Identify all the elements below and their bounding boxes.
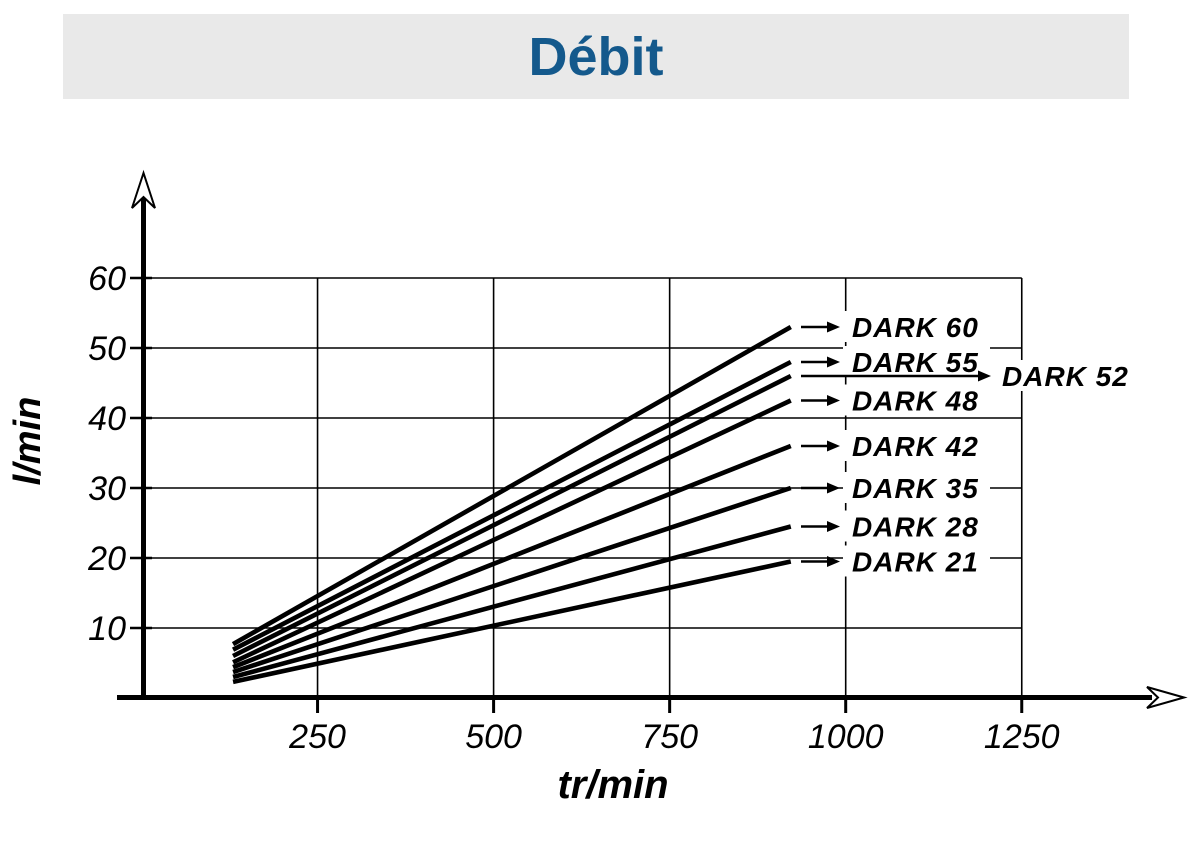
series-label-dark-21: DARK 21 bbox=[852, 547, 979, 578]
x-axis-title: tr/min bbox=[557, 763, 668, 807]
title-banner: Débit bbox=[63, 14, 1129, 99]
series-label-dark-42: DARK 42 bbox=[852, 431, 979, 462]
y-tick-label-60: 60 bbox=[88, 260, 126, 298]
y-tick-label-20: 20 bbox=[87, 540, 126, 578]
x-axis-arrow-icon bbox=[1146, 686, 1188, 709]
label-arrowhead-icon bbox=[827, 556, 840, 567]
y-axis-arrow-icon bbox=[131, 169, 156, 209]
y-tick-label-10: 10 bbox=[88, 610, 126, 648]
y-axis-title: l/min bbox=[7, 397, 49, 486]
label-arrowhead-icon bbox=[827, 521, 840, 532]
label-mask-dark-60 bbox=[843, 311, 990, 342]
y-tick-label-50: 50 bbox=[88, 330, 126, 368]
label-arrowhead-icon bbox=[978, 370, 991, 382]
label-mask-dark-35 bbox=[843, 472, 990, 503]
x-tick-label-750: 750 bbox=[641, 718, 698, 756]
series-line-dark-55 bbox=[231, 359, 792, 652]
y-tick-label-30: 30 bbox=[88, 470, 126, 508]
label-mask-dark-21 bbox=[843, 545, 990, 577]
label-arrowhead-icon bbox=[827, 395, 840, 406]
label-arrowhead-icon bbox=[827, 482, 840, 494]
label-arrowhead-icon bbox=[827, 356, 840, 368]
series-label-dark-52: DARK 52 bbox=[1002, 361, 1129, 392]
series-label-dark-35: DARK 35 bbox=[852, 473, 979, 504]
x-tick-label-500: 500 bbox=[465, 718, 522, 756]
series-line-dark-60 bbox=[231, 325, 792, 647]
y-tick-label-40: 40 bbox=[88, 400, 126, 438]
page-title: Débit bbox=[528, 26, 664, 87]
series-line-dark-42 bbox=[232, 443, 792, 670]
series-line-dark-35 bbox=[232, 485, 792, 675]
label-mask-dark-52 bbox=[995, 360, 1137, 391]
x-tick-label-1000: 1000 bbox=[808, 718, 884, 756]
series-label-dark-28: DARK 28 bbox=[852, 512, 979, 543]
label-arrowhead-icon bbox=[827, 321, 840, 333]
series-line-dark-48 bbox=[232, 398, 792, 665]
x-tick-label-1250: 1250 bbox=[984, 718, 1060, 756]
series-line-dark-28 bbox=[232, 524, 792, 680]
series-line-dark-21 bbox=[232, 559, 792, 685]
label-mask-dark-42 bbox=[843, 430, 990, 461]
label-mask-dark-48 bbox=[843, 384, 990, 416]
series-label-dark-60: DARK 60 bbox=[852, 312, 979, 343]
label-mask-dark-28 bbox=[843, 510, 990, 542]
series-line-dark-52 bbox=[232, 373, 792, 659]
series-label-dark-55: DARK 55 bbox=[852, 347, 979, 378]
series-label-dark-48: DARK 48 bbox=[852, 386, 979, 417]
label-arrowhead-icon bbox=[827, 440, 840, 452]
label-mask-dark-55 bbox=[843, 346, 990, 377]
x-tick-label-250: 250 bbox=[288, 718, 346, 756]
